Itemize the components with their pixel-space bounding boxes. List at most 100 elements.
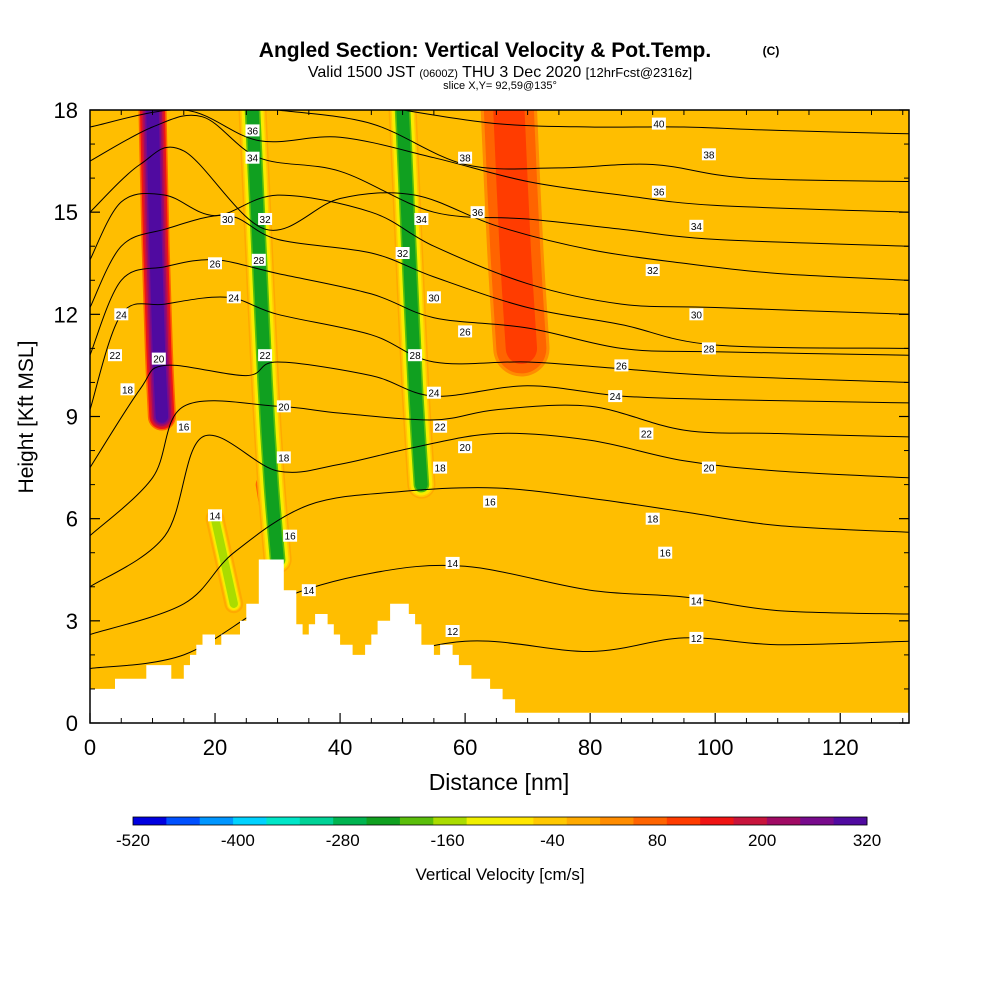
colorbar-tick-label: -280 xyxy=(326,831,360,850)
colorbar-swatch xyxy=(466,817,501,825)
x-axis-label: Distance [nm] xyxy=(429,769,570,795)
contour-label-bg xyxy=(701,342,716,355)
contour-label-text: 16 xyxy=(660,549,672,560)
colorbar-tick-label: -40 xyxy=(540,831,565,850)
contour-label-text: 38 xyxy=(460,154,472,165)
x-tick-label: 0 xyxy=(84,735,96,760)
theta-contour-20 xyxy=(90,400,909,537)
contour-label-bg xyxy=(208,257,222,270)
colorbar-swatch xyxy=(366,817,401,825)
contour-label: 28 xyxy=(408,349,423,362)
x-tick-label: 80 xyxy=(578,735,602,760)
contour-label: 22 xyxy=(639,427,654,441)
contour-label-bg xyxy=(614,359,629,372)
contour-label-text: 32 xyxy=(260,215,272,226)
contour-label: 32 xyxy=(395,247,410,260)
x-tick-label: 40 xyxy=(328,735,352,760)
contour-label-bg xyxy=(245,151,260,164)
contour-label-bg xyxy=(645,512,660,525)
contour-label-text: 18 xyxy=(435,464,447,475)
contour-label: 32 xyxy=(645,264,660,277)
contour-label-bg xyxy=(245,124,260,137)
contour-label-bg xyxy=(445,625,460,637)
y-tick-label: 0 xyxy=(66,711,78,736)
chart-title-mark: (C) xyxy=(763,44,780,58)
contour-label: 24 xyxy=(114,308,129,321)
theta-contours xyxy=(90,110,909,697)
contour-label-text: 18 xyxy=(278,453,290,464)
contour-label-text: 36 xyxy=(653,188,665,199)
colorbar-frame xyxy=(132,816,868,826)
contour-label-text: 36 xyxy=(247,126,259,137)
colorbar-swatch xyxy=(533,817,568,825)
contour-label-text: 12 xyxy=(447,627,459,638)
contour-label-text: 16 xyxy=(285,532,297,543)
contour-label: 38 xyxy=(701,148,716,161)
contour-label-text: 24 xyxy=(228,293,240,304)
theta-contour-34 xyxy=(90,114,909,247)
contour-label-bg xyxy=(426,386,441,399)
contour-label-bg xyxy=(651,185,666,198)
contour-label: 18 xyxy=(433,461,448,475)
plot-area: 36 34 32 30 28 26 24 24 22 20 18 16 22 20 18 14 16 14 34 32… xyxy=(89,109,910,724)
contour-label-text: 32 xyxy=(647,266,659,277)
contour-label: 34 xyxy=(245,151,260,165)
contour-label-bg xyxy=(608,390,623,403)
contour-label: 14 xyxy=(208,509,222,522)
contour-label-bg xyxy=(226,291,241,304)
contour-label-text: 34 xyxy=(416,215,428,226)
contour-label: 34 xyxy=(414,213,429,226)
colorbar-swatch xyxy=(833,817,868,825)
contour-label-text: 14 xyxy=(303,586,315,597)
contour-label-text: 16 xyxy=(485,498,497,509)
y-tick-label: 9 xyxy=(66,405,78,430)
contour-label-bg xyxy=(408,349,423,362)
contour-label: 20 xyxy=(151,352,166,366)
contour-label: 20 xyxy=(458,441,473,454)
contour-label-bg xyxy=(689,308,704,321)
y-tick-label: 12 xyxy=(54,302,78,327)
contour-label: 16 xyxy=(483,495,498,509)
contour-label: 26 xyxy=(458,325,473,338)
contour-label-bg xyxy=(208,509,222,522)
contour-label-text: 14 xyxy=(447,559,459,570)
contour-label: 32 xyxy=(258,213,273,226)
contour-label: 36 xyxy=(245,124,260,137)
contour-label: 38 xyxy=(458,151,473,165)
contour-label-text: 22 xyxy=(641,430,653,441)
contour-label-bg xyxy=(470,206,485,219)
contour-label-text: 24 xyxy=(428,389,440,400)
colorbar-tick-label: -160 xyxy=(431,831,465,850)
colorbar-tick-label: -520 xyxy=(116,831,150,850)
contour-label-text: 24 xyxy=(610,392,622,403)
contour-label: 22 xyxy=(433,420,448,434)
theta-contour-22 xyxy=(90,361,909,468)
contour-label-text: 20 xyxy=(278,402,290,413)
contour-label: 22 xyxy=(258,349,273,362)
theta-contour-26 xyxy=(90,259,909,356)
contour-label-bg xyxy=(445,556,460,569)
contour-label: 20 xyxy=(701,461,716,475)
contour-label-bg xyxy=(251,253,266,266)
contour-label-text: 28 xyxy=(703,344,715,355)
contour-label: 26 xyxy=(208,257,222,270)
colorbar-swatch xyxy=(666,817,701,825)
contour-label-text: 26 xyxy=(616,361,628,372)
contour-label-bg xyxy=(276,400,291,413)
velocity-field xyxy=(138,110,550,614)
contour-label-bg xyxy=(689,631,704,644)
colorbar-swatch xyxy=(600,817,634,825)
contour-label-bg xyxy=(433,461,448,474)
contour-label-bg xyxy=(689,219,704,232)
contour-label-text: 18 xyxy=(122,385,134,396)
colorbar-swatch xyxy=(800,817,835,825)
terrain xyxy=(90,559,909,723)
updraft-band xyxy=(496,110,534,361)
subtitle-forecast: [12hrFcst@2316z] xyxy=(586,65,692,80)
contour-label-text: 20 xyxy=(153,355,165,366)
colorbar-swatch xyxy=(633,817,668,825)
theta-contour-28 xyxy=(90,214,909,349)
slice-label: slice X,Y= 92,59@135° xyxy=(443,80,557,92)
contour-label: 12 xyxy=(689,631,704,645)
theta-contour-24 xyxy=(90,296,909,410)
